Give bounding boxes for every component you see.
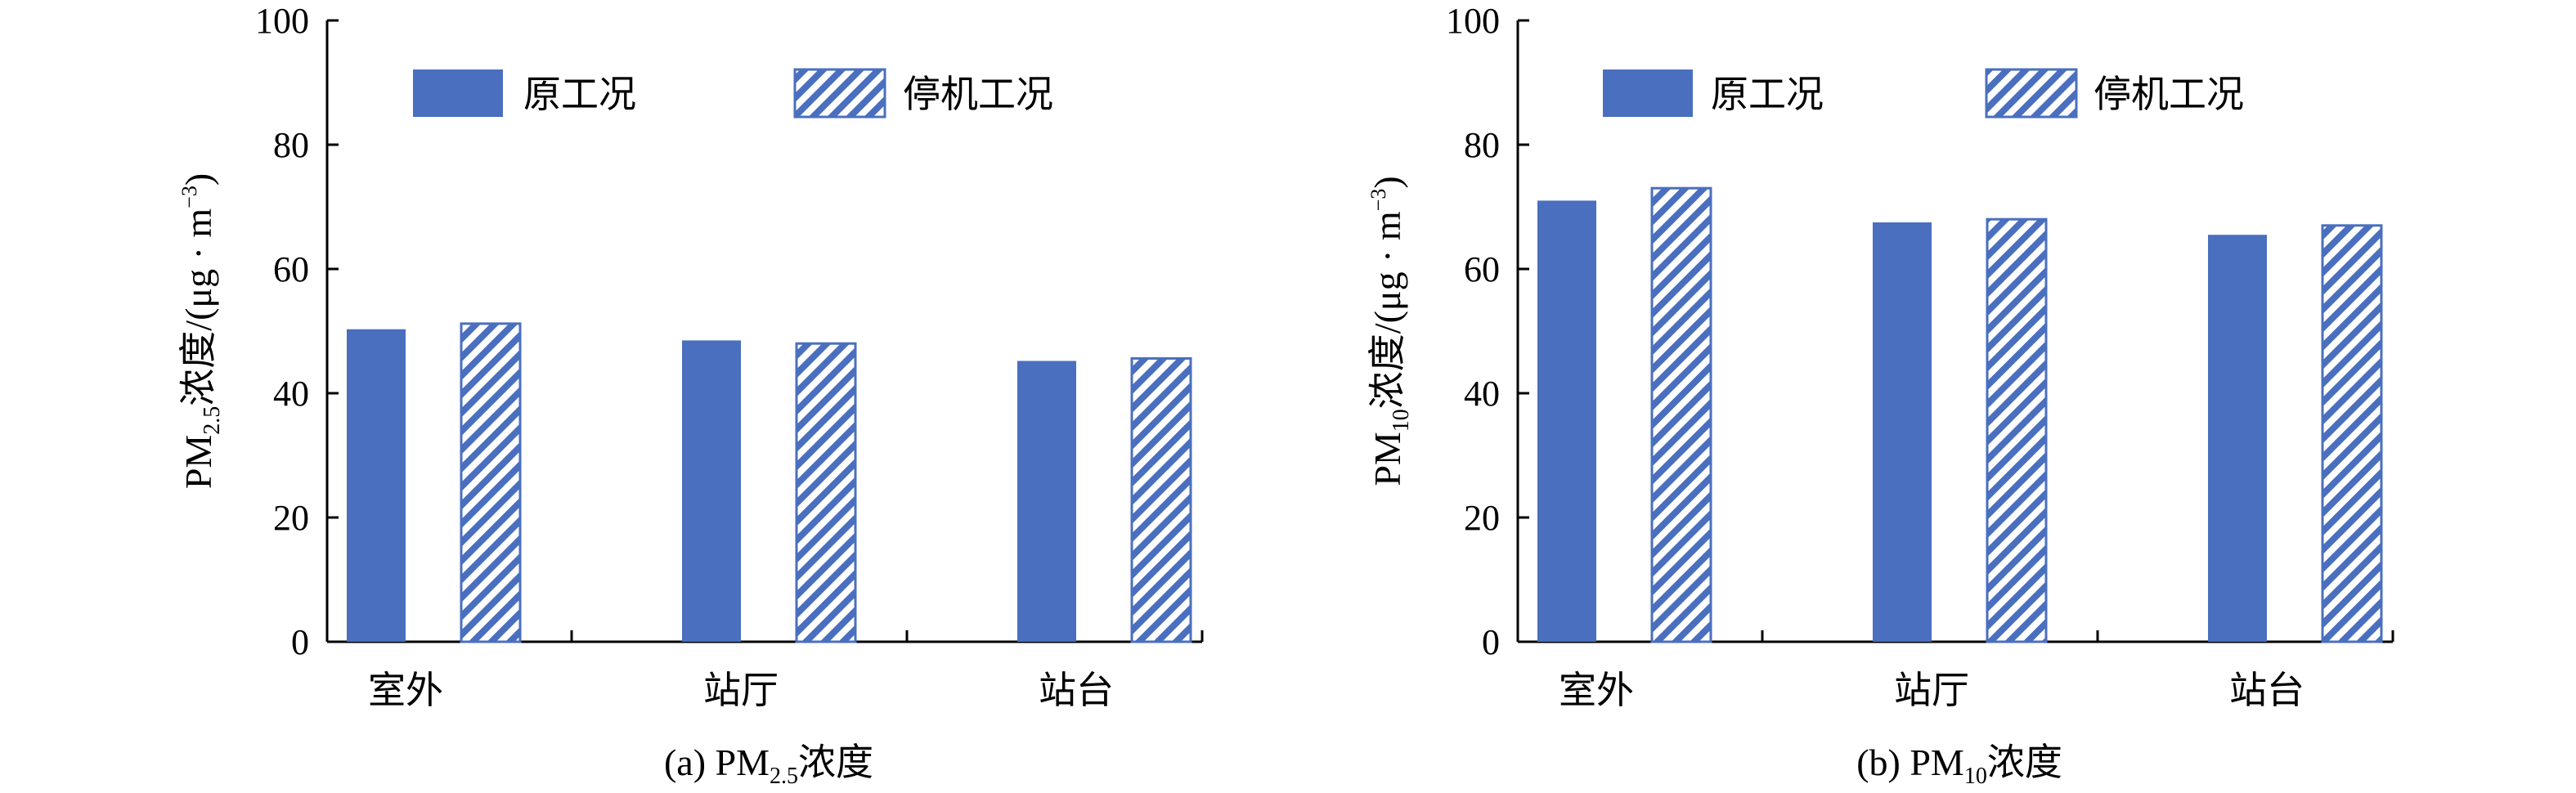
chart-panel-a: 0 20 40 60 80 100 室外 站厅 站台 原工况 停机工况 PM2.5浓度/(μg · m… xyxy=(177,1,1204,789)
bar-original-1 xyxy=(1873,222,1932,642)
y-axis-label: PM2.5浓度/(μg · m−3) xyxy=(177,173,225,489)
bar-original-0 xyxy=(1537,200,1596,642)
legend-label: 原工况 xyxy=(523,74,636,115)
legend-label: 停机工况 xyxy=(2094,74,2244,115)
y-tick-label: 80 xyxy=(273,125,309,165)
x-tick-label: 站台 xyxy=(1039,670,1114,711)
x-tick-label: 站厅 xyxy=(703,670,779,711)
y-tick-label: 40 xyxy=(1464,374,1500,414)
y-tick-label: 20 xyxy=(1464,498,1500,538)
bar-original-1 xyxy=(682,340,741,642)
legend-swatch-original xyxy=(1603,69,1693,117)
bar-shutdown-2 xyxy=(1130,356,1192,643)
y-tick-label: 40 xyxy=(273,374,309,414)
panel-caption: (a) PM2.5浓度 xyxy=(664,741,873,789)
y-tick-label: 60 xyxy=(1464,249,1500,289)
y-tick-label: 100 xyxy=(255,1,309,41)
x-tick-label: 站台 xyxy=(2229,670,2304,711)
legend-label: 原工况 xyxy=(1711,74,1824,115)
legend-label: 停机工况 xyxy=(903,74,1053,115)
legend-swatch-shutdown xyxy=(1985,68,2078,119)
legend-swatch-shutdown xyxy=(793,68,886,119)
y-tick-label: 0 xyxy=(1482,622,1500,662)
bar-original-0 xyxy=(347,329,406,642)
chart-panel-b: 0 20 40 60 80 100 室外 站厅 站台 原工况 停机工况 PM10浓度/(μg · m−… xyxy=(1367,1,2394,789)
bar-shutdown-0 xyxy=(460,322,522,643)
y-tick-label: 80 xyxy=(1464,125,1500,165)
bar-shutdown-2 xyxy=(2321,224,2383,643)
x-tick-label: 站厅 xyxy=(1894,670,1969,711)
x-tick-label: 室外 xyxy=(1559,670,1634,711)
bar-shutdown-1 xyxy=(795,342,857,643)
y-tick-label: 0 xyxy=(291,622,309,662)
x-tick-label: 室外 xyxy=(368,670,443,711)
y-tick-label: 20 xyxy=(273,498,309,538)
bar-original-2 xyxy=(2208,235,2267,642)
y-tick-label: 60 xyxy=(273,249,309,289)
legend-swatch-original xyxy=(413,69,503,117)
bar-shutdown-1 xyxy=(1986,217,2048,643)
panel-caption: (b) PM10浓度 xyxy=(1856,741,2062,789)
bar-shutdown-0 xyxy=(1650,186,1712,643)
y-axis-label: PM10浓度/(μg · m−3) xyxy=(1367,176,1414,486)
bar-original-2 xyxy=(1017,361,1076,642)
y-tick-label: 100 xyxy=(1446,1,1500,41)
